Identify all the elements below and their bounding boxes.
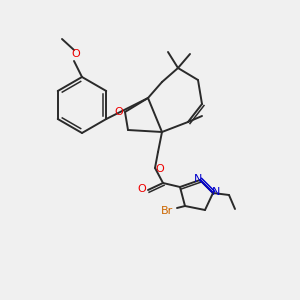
Text: Br: Br — [161, 206, 173, 216]
Text: O: O — [156, 164, 164, 174]
Text: N: N — [212, 187, 220, 197]
Text: O: O — [138, 184, 146, 194]
Text: O: O — [72, 49, 80, 59]
Text: N: N — [194, 174, 202, 184]
Text: O: O — [115, 107, 123, 117]
